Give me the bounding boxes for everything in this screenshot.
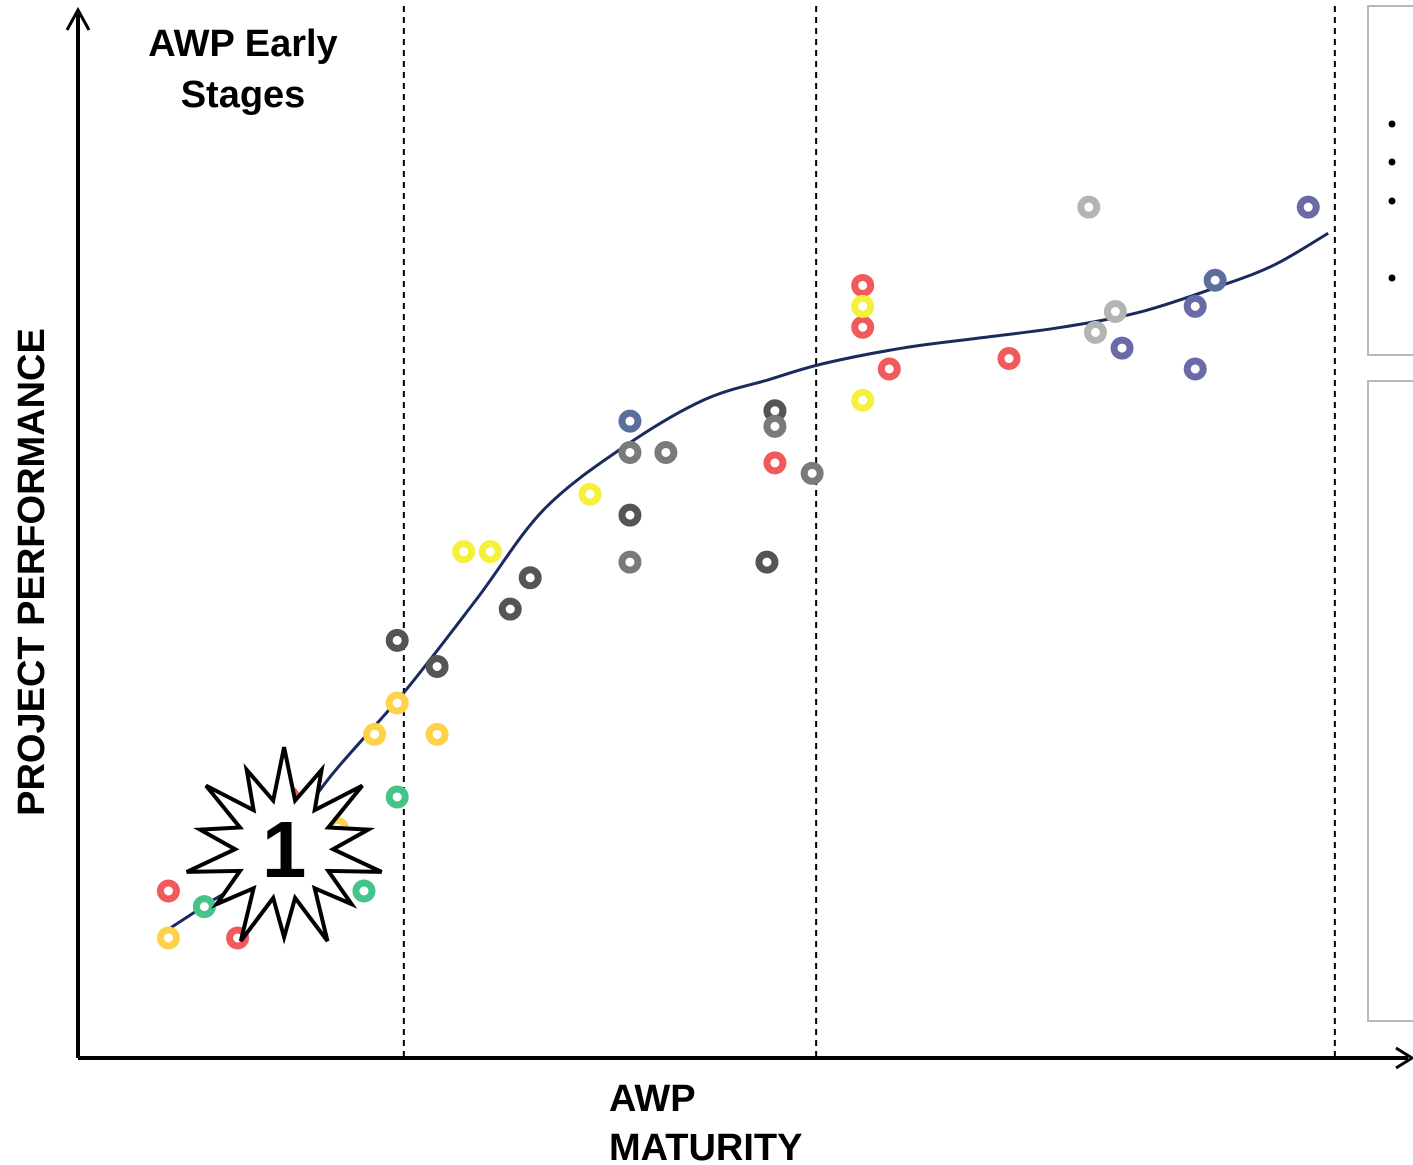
starburst-shape	[185, 746, 383, 945]
data-point	[452, 540, 476, 564]
starburst-number: 1	[262, 805, 307, 894]
side-panel-bullet	[1388, 197, 1396, 205]
x-axis-arrow	[1395, 1046, 1413, 1070]
data-point	[385, 628, 409, 652]
data-point	[478, 540, 502, 564]
data-point	[425, 655, 449, 678]
data-point	[851, 315, 875, 339]
data-point	[618, 503, 642, 527]
data-point	[800, 461, 824, 485]
data-point	[1083, 320, 1107, 344]
data-point	[1203, 268, 1227, 292]
data-point	[763, 414, 787, 438]
data-point	[1296, 195, 1320, 219]
data-point	[877, 357, 901, 381]
data-point	[156, 926, 180, 950]
data-point	[498, 597, 522, 621]
data-point	[1077, 195, 1101, 219]
data-point	[385, 785, 409, 809]
data-point	[1183, 294, 1207, 318]
data-point	[618, 440, 642, 464]
trend-line	[170, 231, 1329, 929]
early-stages-label-line-2: Stages	[181, 74, 306, 116]
data-point	[1110, 336, 1134, 360]
side-panel-bullet	[1388, 158, 1396, 166]
early-stages-label-line-1: AWP Early	[148, 23, 337, 65]
data-point	[654, 440, 678, 464]
x-axis-title-line-1: AWP	[609, 1078, 696, 1120]
data-point	[851, 273, 875, 297]
data-point	[997, 347, 1021, 371]
stage-dividers	[402, 6, 1336, 1058]
y-axis-arrow	[65, 6, 91, 31]
data-point	[851, 388, 875, 412]
data-point	[156, 879, 180, 903]
data-point	[851, 294, 875, 318]
starburst-callout: 1	[185, 746, 383, 945]
data-point	[352, 879, 376, 903]
y-axis-title: PROJECT PERFORMANCE	[11, 328, 53, 816]
side-panel-bullet	[1388, 274, 1396, 282]
x-axis-title-line-2: MATURITY	[609, 1127, 803, 1165]
data-point	[763, 451, 787, 475]
data-point	[755, 550, 779, 574]
side-panel-top	[1367, 5, 1413, 356]
side-panel-bottom	[1367, 380, 1413, 1022]
data-point	[518, 566, 542, 590]
data-point	[618, 550, 642, 574]
data-point	[578, 482, 602, 506]
data-point	[385, 691, 409, 715]
data-point	[192, 895, 216, 919]
data-point	[363, 722, 387, 746]
data-point	[425, 722, 449, 746]
data-point	[1183, 357, 1207, 381]
axes	[65, 6, 1413, 1070]
side-panel-bullet	[1388, 120, 1396, 128]
data-point	[618, 409, 642, 433]
data-point	[1103, 300, 1127, 324]
